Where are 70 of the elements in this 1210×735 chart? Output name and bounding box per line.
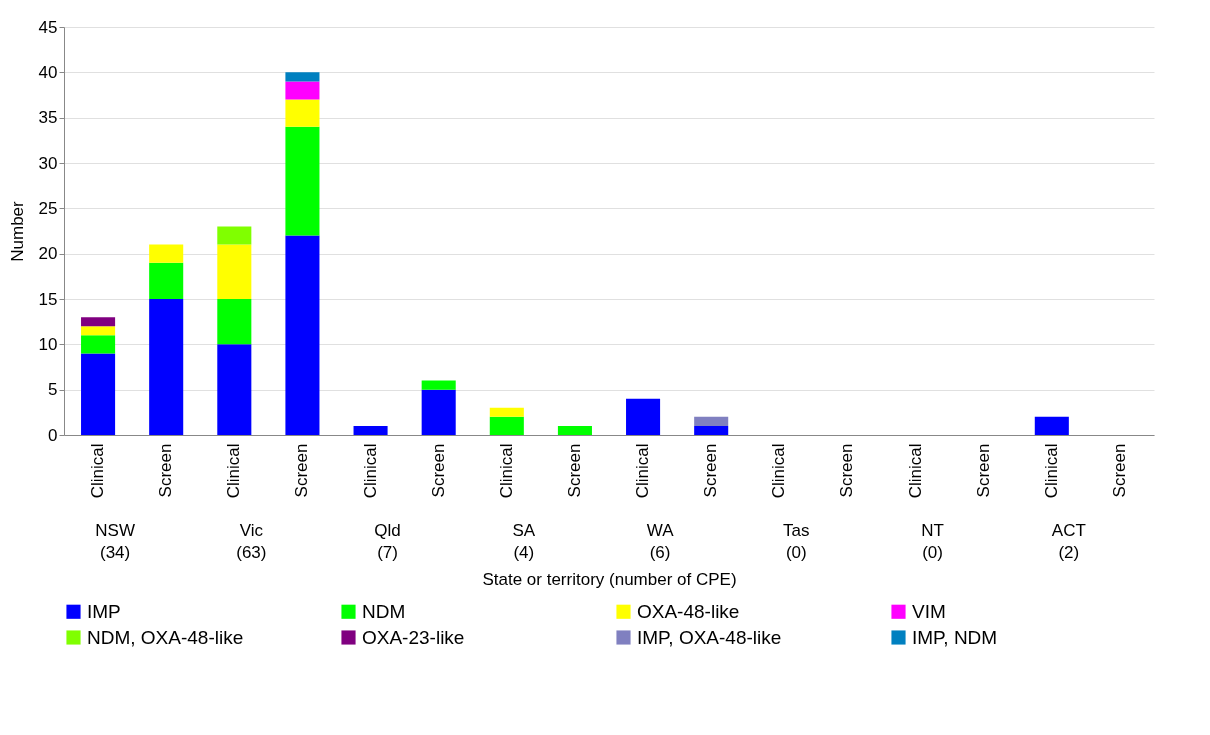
legend-label: OXA-23-like: [362, 626, 465, 648]
text: ACT (2): [1051, 521, 1086, 562]
legend-label: NDM, OXA-48-like: [87, 626, 244, 648]
y-tick-label: 40: [38, 62, 58, 82]
bar: [285, 99, 320, 127]
y-tick-label: 25: [38, 198, 58, 218]
x-tick-label: Clinical: [1041, 443, 1061, 499]
bar: [149, 262, 184, 299]
x-tick-label: Clinical: [633, 443, 653, 499]
text: Vic (63): [236, 521, 267, 562]
x-tick-label: Clinical: [224, 443, 244, 499]
bar: [81, 335, 116, 354]
bar: [421, 380, 456, 390]
x-tick-label: Screen: [292, 443, 312, 498]
legend-label: IMP, NDM: [912, 626, 998, 648]
x-tick-label: Screen: [1109, 443, 1129, 498]
text: Qld (7): [374, 521, 401, 562]
bar: [81, 317, 116, 327]
x-tick-label: Clinical: [360, 443, 380, 499]
x-axis-title: State or territory (number of CPE): [482, 570, 737, 590]
text: WA (6): [646, 521, 675, 562]
x-tick-label: Screen: [156, 443, 176, 498]
x-tick-label: Clinical: [88, 443, 108, 499]
y-tick-label: 20: [38, 244, 58, 264]
x-tick-label: Screen: [701, 443, 721, 498]
legend-label: IMP, OXA-48-like: [637, 626, 782, 648]
bar: [489, 407, 524, 417]
y-tick-label: 15: [38, 289, 58, 309]
x-tick-label: Screen: [564, 443, 584, 498]
bar: [285, 81, 320, 100]
y-tick-label: 0: [48, 425, 58, 445]
y-tick-label: 45: [38, 17, 58, 37]
bar: [285, 72, 320, 82]
bar: [557, 425, 592, 435]
bar: [694, 416, 729, 426]
bar: [1034, 416, 1069, 435]
x-tick-label: Screen: [428, 443, 448, 498]
legend-label: IMP: [87, 600, 121, 622]
text: Tas (0): [783, 521, 810, 562]
x-tick-label: Clinical: [496, 443, 516, 499]
bar: [626, 398, 661, 435]
text: SA (4): [512, 521, 536, 562]
bar: [81, 326, 116, 336]
legend-label: VIM: [912, 600, 946, 622]
y-tick-label: 5: [48, 380, 58, 400]
bar: [285, 235, 320, 435]
bar: [149, 299, 184, 435]
x-tick-label: Screen: [973, 443, 993, 498]
y-tick-label: 35: [38, 108, 58, 128]
text: NT (0): [921, 521, 944, 562]
text: NSW (34): [95, 521, 135, 562]
bar: [149, 244, 184, 263]
bar: [217, 226, 252, 245]
legend-label: NDM: [362, 600, 406, 622]
bar: [285, 126, 320, 236]
bar: [81, 353, 116, 435]
y-tick-label: 30: [38, 153, 58, 173]
x-tick-label: Clinical: [769, 443, 789, 499]
bar: [217, 299, 252, 345]
bar: [421, 389, 456, 435]
y-tick-label: 10: [38, 334, 58, 354]
bar: [217, 244, 252, 299]
x-tick-label: Screen: [837, 443, 857, 498]
bar: [694, 425, 729, 435]
x-tick-label: Clinical: [905, 443, 925, 499]
bar: [217, 344, 252, 435]
legend-label: OXA-48-like: [637, 600, 740, 622]
bar: [489, 416, 524, 435]
y-axis-title: Number: [7, 200, 27, 262]
bar: [353, 425, 388, 435]
